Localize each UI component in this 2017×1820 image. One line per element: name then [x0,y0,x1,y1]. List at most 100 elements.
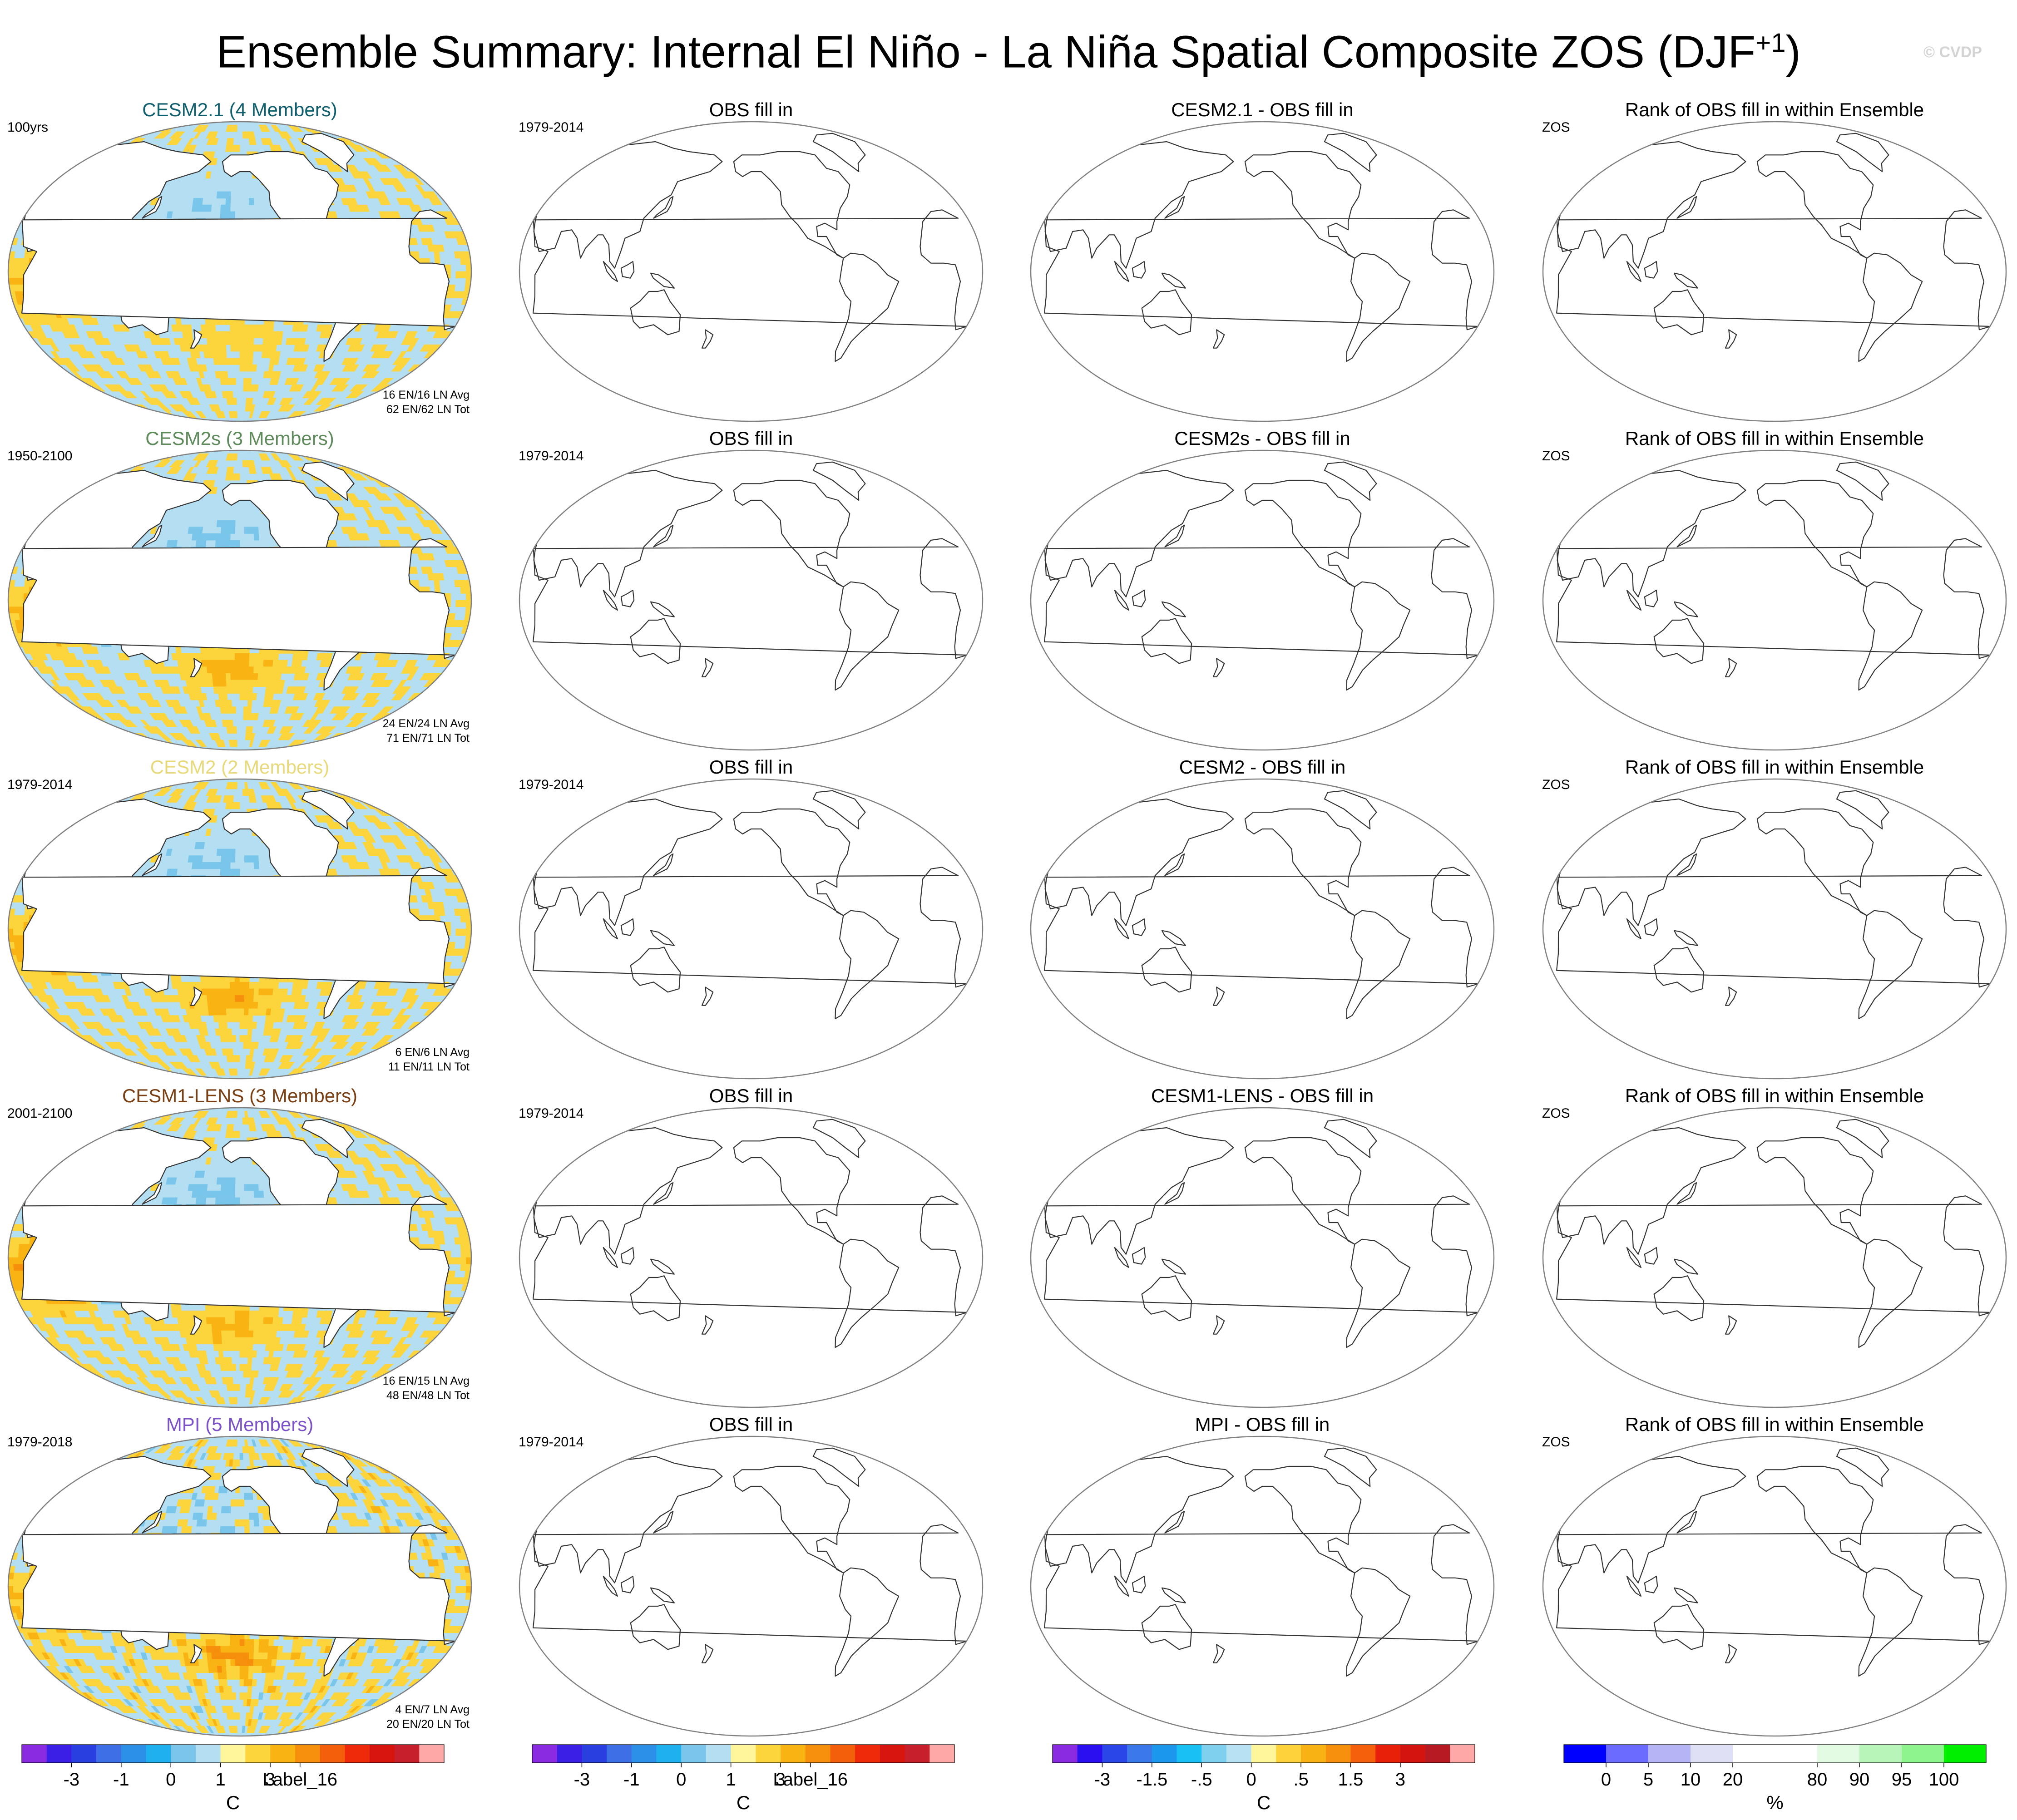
field-cell [362,533,370,541]
field-cell [346,733,362,740]
panel-corner-label: 100yrs [7,120,48,135]
field-cell [186,324,192,332]
field-cell [225,862,231,869]
field-cell [221,673,227,681]
map-border [519,449,984,751]
field-cell [437,902,445,909]
field-cell [413,580,420,587]
field-cell [193,460,202,468]
field-cell [229,467,234,474]
field-cell [218,686,223,694]
field-cell [196,862,203,869]
field-cell [18,915,25,922]
field-cell [302,653,308,661]
field-cell [175,318,182,325]
field-cell [411,238,418,245]
event-count-avg: 24 EN/24 LN Avg [383,717,470,730]
field-cell [229,795,234,803]
field-cell [8,600,14,607]
field-cell [406,344,415,352]
field-cell [93,384,106,392]
field-cell [216,848,222,856]
field-cell [197,527,203,534]
field-cell [127,124,144,132]
field-cell [411,895,418,903]
field-cell [243,384,247,392]
field-cell [220,540,226,547]
field-cell [208,680,214,687]
field-cell [213,467,219,474]
field-cell [227,700,232,707]
field-cell [116,453,135,461]
field-cell [231,686,236,694]
field-cell [460,928,467,936]
field-cell [200,540,207,547]
field-cell [66,487,79,494]
field-cell [230,527,236,534]
field-cell [171,868,178,876]
field-cell [346,131,362,139]
field-cell [23,915,30,922]
field-cell [127,782,144,789]
field-cell [361,404,377,412]
field-cell [244,527,250,534]
field-cell [247,378,252,385]
field-cell [252,364,257,372]
field-cell [239,364,244,372]
field-cell [222,693,228,700]
field-cell [103,726,119,734]
field-cell [13,915,20,922]
field-cell [226,358,232,365]
field-cell [346,404,362,412]
field-cell [201,533,207,541]
field-cell [273,378,280,385]
field-cell [207,344,213,352]
field-cell [277,331,283,339]
field-cell [215,862,221,869]
field-cell [253,384,259,392]
field-cell [349,513,357,521]
field-cell [18,264,24,272]
field-cell [230,680,236,687]
field-cell [361,460,377,468]
field-cell [206,331,212,339]
field-cell [223,371,228,379]
field-cell [455,928,461,936]
event-count-total: 62 EN/62 LN Tot [386,403,470,416]
field-cell [13,928,19,936]
field-cell [216,191,222,199]
field-cell [211,391,217,399]
field-cell [234,324,240,332]
field-cell [13,593,19,601]
field-cell [133,378,143,385]
event-count-total: 71 EN/71 LN Tot [386,732,470,745]
field-cell [8,593,14,601]
field-cell [13,935,20,942]
field-cell [195,540,202,547]
field-cell [243,706,248,714]
field-cell [244,331,250,339]
field-cell [199,842,205,849]
field-cell [262,344,268,352]
field-cell [13,607,20,614]
field-cell [226,686,232,694]
field-cell [211,338,217,345]
land-outline [533,461,968,691]
field-cell [225,198,231,205]
field-cell [247,364,253,372]
land-outline [533,133,968,362]
field-cell [352,391,365,399]
field-cell [200,653,207,661]
field-cell [465,922,471,929]
field-cell [83,391,98,399]
map-border [1030,121,1495,422]
field-cell [160,404,172,412]
panel-title: Rank of OBS fill in within Ensemble [1625,428,1924,449]
field-cell [434,908,440,916]
field-cell [283,131,292,139]
field-cell [296,660,302,667]
field-cell [187,411,198,419]
field-cell [249,324,255,332]
